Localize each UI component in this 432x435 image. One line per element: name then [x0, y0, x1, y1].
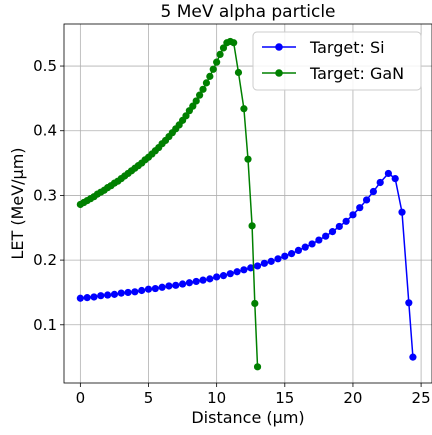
data-point: [117, 289, 125, 297]
y-tick-label: 0.5: [33, 57, 57, 75]
data-point: [131, 288, 139, 296]
y-tick-label: 0.1: [33, 316, 57, 334]
data-point: [322, 232, 330, 240]
legend-gan-label: Target: GaN: [309, 64, 404, 83]
data-point: [151, 284, 159, 293]
data-point: [76, 294, 84, 302]
data-point: [315, 236, 323, 244]
data-point: [202, 79, 211, 87]
data-point: [384, 169, 392, 178]
chart-title: 5 MeV alpha particle: [160, 2, 335, 22]
data-point: [260, 259, 268, 267]
y-axis-title: LET (MeV/µm): [8, 147, 27, 259]
series-target-gan: [76, 37, 262, 371]
data-point: [206, 275, 214, 283]
x-tick-label: 20: [343, 389, 362, 407]
data-point: [405, 299, 413, 307]
data-point: [308, 240, 316, 248]
data-point: [124, 288, 132, 297]
series-layer: [76, 37, 417, 371]
data-point: [247, 264, 255, 272]
legend-si-label: Target: Si: [309, 38, 385, 57]
data-point: [199, 85, 207, 93]
data-point: [97, 292, 105, 300]
data-point: [234, 68, 243, 77]
data-point: [233, 268, 241, 276]
x-tick-label: 5: [144, 389, 154, 407]
data-point: [251, 299, 259, 308]
data-point: [182, 112, 190, 120]
data-point: [189, 102, 197, 110]
data-point: [110, 290, 119, 298]
data-point: [376, 178, 384, 187]
data-point: [301, 243, 309, 251]
data-point: [196, 91, 204, 99]
data-point: [409, 353, 417, 361]
axes: 0 5 10 15 20 25 0.1 0.2 0.3 0.4 0.5: [33, 23, 432, 407]
data-point: [138, 286, 146, 295]
data-point: [199, 276, 207, 284]
data-point: [226, 270, 234, 278]
data-point: [294, 246, 303, 254]
y-tick-label: 0.4: [33, 122, 57, 140]
data-point: [274, 255, 282, 263]
legend: Target: Si Target: GaN: [252, 31, 422, 91]
data-point: [185, 279, 193, 287]
data-point: [213, 58, 221, 66]
data-point: [369, 187, 377, 196]
data-point: [213, 273, 221, 281]
data-point: [281, 252, 289, 260]
data-point: [253, 262, 262, 270]
data-point: [288, 250, 296, 258]
data-point: [240, 105, 248, 113]
data-point: [349, 211, 357, 219]
data-point: [90, 293, 98, 301]
y-tick-label: 0.2: [33, 251, 57, 269]
data-point: [244, 155, 252, 163]
data-point: [83, 294, 91, 302]
data-point: [219, 44, 228, 52]
legend-gan-marker: [275, 69, 283, 77]
legend-si-marker: [275, 43, 283, 51]
data-point: [240, 266, 248, 274]
data-point: [104, 291, 112, 299]
x-tick-label: 0: [76, 389, 86, 407]
data-point: [178, 280, 187, 288]
x-axis-title: Distance (µm): [191, 408, 304, 427]
data-point: [356, 204, 364, 212]
data-point: [253, 363, 262, 371]
data-point: [248, 222, 256, 230]
data-point: [342, 217, 350, 225]
series-target-si: [76, 169, 417, 361]
y-tick-label: 0.3: [33, 186, 57, 204]
data-point: [165, 282, 173, 290]
data-point: [267, 257, 275, 265]
data-point: [144, 285, 153, 293]
data-point: [230, 39, 238, 47]
x-tick-label: 10: [207, 389, 226, 407]
axes-frame: [63, 23, 432, 384]
data-point: [172, 281, 180, 289]
x-tick-label: 25: [412, 389, 431, 407]
x-tick-label: 15: [275, 389, 294, 407]
data-point: [158, 283, 166, 291]
data-point: [209, 65, 217, 73]
data-point: [216, 50, 224, 59]
data-point: [192, 97, 200, 105]
data-point: [206, 72, 214, 80]
data-point: [398, 208, 406, 216]
data-point: [219, 272, 228, 280]
data-point: [335, 222, 343, 231]
data-point: [391, 175, 399, 183]
data-point: [362, 196, 371, 204]
data-point: [192, 277, 200, 286]
data-point: [328, 228, 337, 236]
